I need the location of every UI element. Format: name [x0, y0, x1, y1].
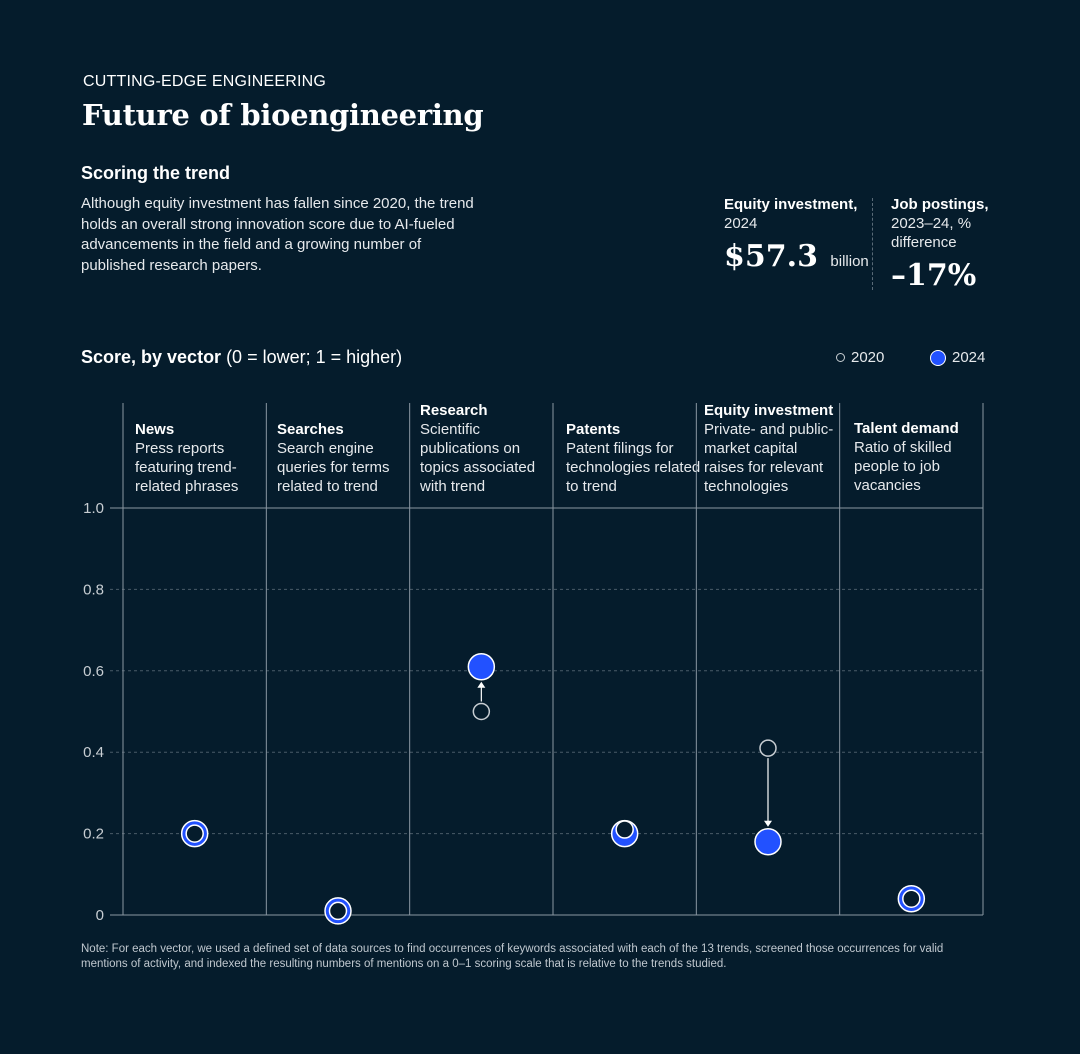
change-arrow-head [477, 681, 486, 688]
chart-heading: Score, by vector (0 = lower; 1 = higher) [81, 347, 402, 368]
chart-heading-scale: (0 = lower; 1 = higher) [221, 347, 403, 367]
marker-2024 [754, 827, 782, 856]
col-description: Search engine queries for terms related … [277, 440, 390, 495]
col-header-research: Research Scientific publications on topic… [420, 401, 555, 496]
footnote: Note: For each vector, we used a defined… [81, 943, 944, 970]
equity-investment-stat: Equity investment, 2024 $57.3 billion [724, 195, 869, 274]
marker-2020 [472, 702, 491, 721]
col-title: Searches [277, 421, 344, 438]
marker-2020 [902, 889, 921, 908]
equity-label-year: 2024 [724, 215, 758, 232]
marker-2020 [615, 820, 634, 839]
marker-2024 [467, 652, 496, 681]
jobs-label: Job postings, [891, 196, 989, 213]
col-title: Talent demand [854, 420, 959, 437]
col-header-searches: Searches Search engine queries for terms … [277, 420, 412, 496]
legend-2024: 2024 [930, 349, 985, 366]
y-tick-label: 0.4 [83, 744, 104, 761]
col-header-equity: Equity investment Private- and public-mar… [704, 401, 839, 496]
col-description: Ratio of skilled people to job vacancies [854, 439, 952, 494]
col-description: Press reports featuring trend-related ph… [135, 440, 239, 495]
chart-heading-bold: Score, by vector [81, 347, 222, 367]
legend-2020-label: 2020 [851, 349, 885, 366]
change-arrow-head [764, 820, 772, 827]
page-title: Future of bioengineering [82, 98, 484, 132]
jobs-value: –17% [891, 258, 977, 293]
stat-divider [872, 198, 873, 290]
job-postings-stat: Job postings, 2023–24, % difference –17% [891, 195, 1021, 293]
equity-label: Equity investment, [724, 196, 858, 213]
col-header-talent: Talent demand Ratio of skilled people to … [854, 419, 989, 495]
col-title: Patents [566, 421, 621, 438]
eyebrow: CUTTING-EDGE ENGINEERING [83, 73, 327, 90]
trend-description: Although equity investment has fallen si… [81, 195, 474, 274]
equity-value: $57.3 [724, 239, 818, 274]
y-tick-label: 0.6 [83, 663, 104, 680]
legend-2020: 2020 [836, 349, 884, 366]
col-description: Private- and public-market capital raise… [704, 421, 834, 495]
legend-2020-marker [836, 353, 845, 362]
equity-unit: billion [830, 253, 869, 270]
col-title: Equity investment [704, 402, 834, 419]
col-header-news: News Press reports featuring trend-relate… [135, 420, 270, 496]
jobs-label-detail: 2023–24, % difference [891, 215, 972, 251]
marker-2020 [185, 824, 204, 843]
col-title: News [135, 421, 175, 438]
y-tick-label: 1.0 [83, 500, 104, 517]
legend-2024-marker [930, 349, 946, 366]
y-tick-label: 0 [96, 907, 104, 924]
legend-2024-label: 2024 [952, 349, 986, 366]
marker-2020 [759, 739, 777, 757]
section-subhead: Scoring the trend [81, 163, 231, 183]
col-description: Patent filings for technologies related … [566, 440, 701, 495]
y-tick-label: 0.8 [83, 581, 104, 598]
col-title: Research [420, 402, 488, 419]
col-header-patents: Patents Patent filings for technologies r… [566, 420, 701, 496]
y-tick-label: 0.2 [83, 826, 104, 843]
marker-2020 [328, 901, 348, 921]
col-description: Scientific publications on topics associ… [420, 421, 536, 495]
